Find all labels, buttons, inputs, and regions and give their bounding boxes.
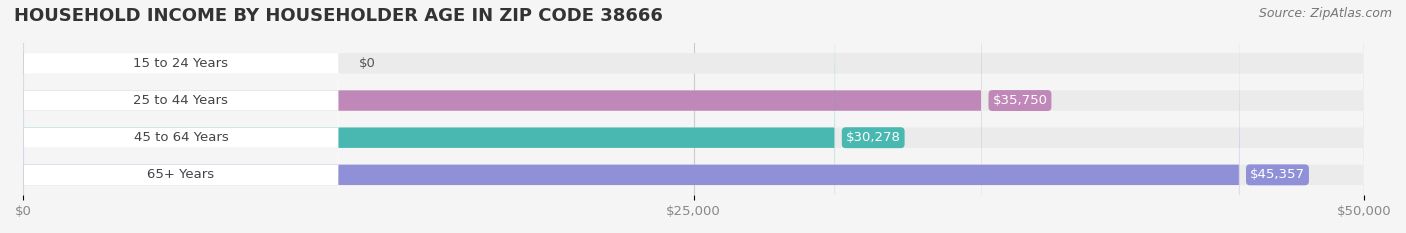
Text: 45 to 64 Years: 45 to 64 Years: [134, 131, 228, 144]
FancyBboxPatch shape: [24, 0, 339, 233]
Text: $30,278: $30,278: [846, 131, 901, 144]
FancyBboxPatch shape: [24, 0, 835, 233]
Text: $35,750: $35,750: [993, 94, 1047, 107]
FancyBboxPatch shape: [24, 0, 1239, 233]
FancyBboxPatch shape: [24, 0, 1364, 233]
FancyBboxPatch shape: [24, 0, 339, 233]
Text: $45,357: $45,357: [1250, 168, 1305, 181]
FancyBboxPatch shape: [24, 0, 1364, 233]
Text: HOUSEHOLD INCOME BY HOUSEHOLDER AGE IN ZIP CODE 38666: HOUSEHOLD INCOME BY HOUSEHOLDER AGE IN Z…: [14, 7, 664, 25]
FancyBboxPatch shape: [24, 0, 339, 233]
FancyBboxPatch shape: [24, 0, 339, 233]
Text: Source: ZipAtlas.com: Source: ZipAtlas.com: [1258, 7, 1392, 20]
Text: $0: $0: [359, 57, 375, 70]
FancyBboxPatch shape: [24, 0, 1364, 233]
FancyBboxPatch shape: [24, 0, 981, 233]
Text: 25 to 44 Years: 25 to 44 Years: [134, 94, 228, 107]
Text: 15 to 24 Years: 15 to 24 Years: [134, 57, 228, 70]
FancyBboxPatch shape: [24, 0, 1364, 233]
Text: 65+ Years: 65+ Years: [148, 168, 215, 181]
